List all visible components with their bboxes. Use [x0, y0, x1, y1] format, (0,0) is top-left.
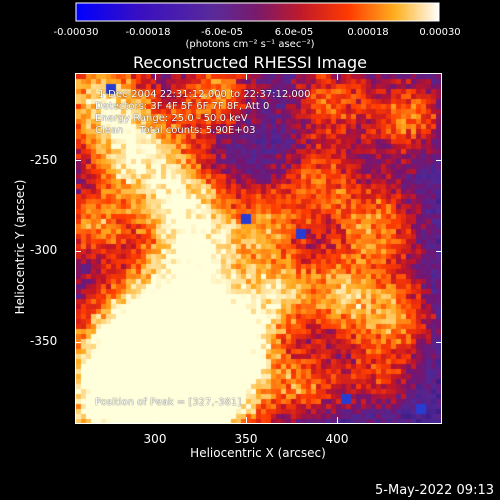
colorbar-tick: -0.00018: [125, 27, 171, 38]
colorbar-tick: 0.00018: [347, 27, 389, 38]
x-tick-label: 350: [234, 432, 258, 446]
colorbar-tick: 0.00030: [419, 27, 461, 38]
info-energy-range: Energy Range: 25.0 - 50.0 keV: [95, 113, 248, 124]
y-tick-label: -300: [30, 243, 58, 257]
x-tickmark: [155, 74, 156, 80]
image-title: Reconstructed RHESSI Image: [133, 53, 367, 72]
colorbar-tick: -6.0e-05: [201, 27, 243, 38]
y-axis-label: Heliocentric Y (arcsec): [13, 179, 27, 315]
y-tickmark: [75, 342, 81, 343]
x-tickmark: [337, 417, 338, 423]
y-tick-label: -250: [30, 153, 58, 167]
colorbar-units: (photons cm⁻² s⁻¹ asec⁻²): [185, 39, 315, 50]
y-tickmark: [436, 160, 442, 161]
timestamp: 5-May-2022 09:13: [375, 483, 494, 498]
y-tickmark: [436, 251, 442, 252]
y-tick-label: -350: [30, 334, 58, 348]
x-tickmark: [246, 417, 247, 423]
colorbar: [75, 2, 440, 22]
info-peak-position: Position of Peak = [327,-381]: [95, 397, 242, 408]
info-time-range: 1-Dec-2004 22:31:12.000 to 22:37:12.000: [95, 89, 311, 100]
heatmap-canvas: [76, 74, 441, 423]
image-plot: [75, 73, 442, 424]
x-tickmark: [337, 74, 338, 80]
info-total-counts: Clean Total counts: 5.90E+03: [95, 125, 256, 136]
y-tickmark: [75, 160, 81, 161]
x-tick-label: 300: [143, 432, 167, 446]
colorbar-tick: -0.00030: [53, 27, 99, 38]
y-tickmark: [75, 251, 81, 252]
y-tickmark: [436, 342, 442, 343]
x-tickmark: [246, 74, 247, 80]
x-tickmark: [155, 417, 156, 423]
x-axis-label: Heliocentric X (arcsec): [190, 446, 326, 460]
info-detectors: Detectors: 3F 4F 5F 6F 7F 8F, Att 0: [95, 101, 270, 112]
colorbar-tick: 6.0e-05: [274, 27, 314, 38]
x-tick-label: 400: [325, 432, 349, 446]
